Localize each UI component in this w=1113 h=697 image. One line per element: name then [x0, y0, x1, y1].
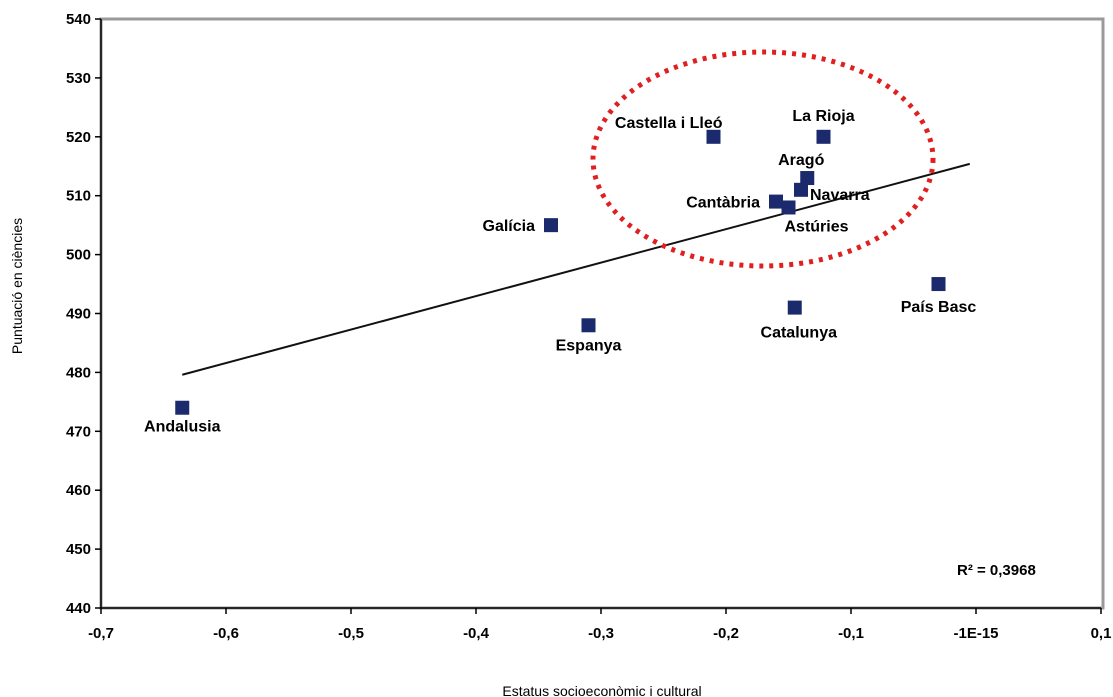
- y-tick-label: 540: [66, 11, 91, 28]
- data-point: [931, 277, 946, 292]
- x-axis-title: Estatus socioeconòmic i cultural: [502, 683, 701, 697]
- point-label: Andalusia: [144, 419, 221, 436]
- x-tick-label: -0,6: [213, 625, 239, 642]
- y-axis-title: Puntuació en ciències: [9, 218, 25, 354]
- y-axis: 440 450 460 470 480 490 500 510 520 530 540: [66, 11, 102, 617]
- point-labels-group: Andalusia Espanya Galícia Castella i Lleó La…: [144, 108, 976, 436]
- y-tick-label: 440: [66, 600, 91, 617]
- data-point: [544, 218, 558, 233]
- trendline: [181, 162, 971, 376]
- y-tick-label: 510: [66, 188, 91, 205]
- data-point: [175, 400, 190, 415]
- x-tick-label: 0,1: [1091, 625, 1112, 642]
- point-label: Espanya: [556, 337, 622, 354]
- point-label: Catalunya: [761, 325, 838, 342]
- plot-area: [99, 17, 1105, 610]
- data-point: [706, 129, 721, 144]
- x-tick-label: -1E-15: [953, 625, 998, 642]
- point-label: La Rioja: [792, 108, 854, 125]
- data-point: [781, 200, 796, 215]
- x-tick-label: -0,7: [88, 625, 114, 642]
- point-label: Cantàbria: [686, 195, 760, 212]
- x-tick-label: -0,3: [588, 625, 614, 642]
- y-tick-label: 490: [66, 306, 91, 323]
- highlight-group: [590, 49, 936, 269]
- y-tick-label: 480: [66, 364, 91, 381]
- x-tick-label: -0,5: [338, 625, 364, 642]
- y-tick-label: 460: [66, 482, 91, 499]
- point-label: Aragó: [778, 152, 824, 169]
- highlight-ellipse: [590, 49, 936, 269]
- data-point: [787, 300, 802, 315]
- x-tick-label: -0,2: [713, 625, 739, 642]
- point-label: País Basc: [901, 299, 977, 316]
- data-point: [794, 182, 808, 197]
- point-label: Navarra: [810, 187, 870, 204]
- r-squared-label: R² = 0,3968: [957, 562, 1036, 579]
- y-tick-label: 450: [66, 541, 91, 558]
- y-tick-label: 500: [66, 247, 91, 264]
- data-point: [800, 171, 815, 186]
- point-label: Galícia: [483, 218, 536, 235]
- y-tick-label: 520: [66, 129, 91, 146]
- point-label: Castella i Lleó: [615, 115, 723, 132]
- y-tick-label: 470: [66, 423, 91, 440]
- y-tick-label: 530: [66, 70, 91, 87]
- x-axis: -0,7 -0,6 -0,5 -0,4 -0,3 -0,2 -0,1 -1E-15 0,1: [88, 607, 1112, 642]
- data-point: [769, 194, 783, 209]
- x-tick-label: -0,4: [463, 625, 490, 642]
- points-group: [175, 129, 946, 415]
- point-label: Astúries: [785, 218, 849, 235]
- data-point: [816, 129, 831, 144]
- x-tick-label: -0,1: [838, 625, 864, 642]
- data-point: [581, 318, 596, 333]
- trendline-group: [181, 162, 971, 376]
